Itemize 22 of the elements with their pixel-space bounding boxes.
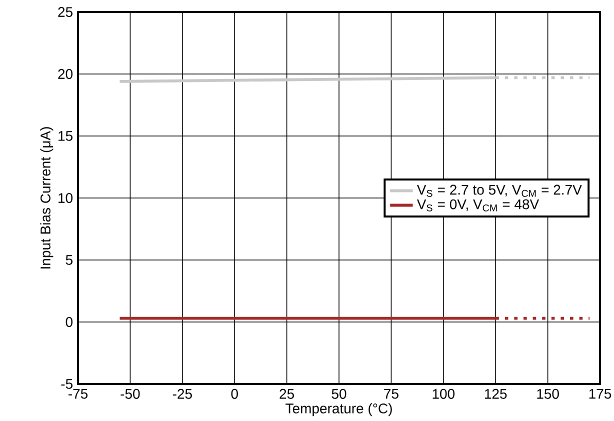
x-tick-label: 175 [589,388,612,399]
y-axis-title: Input Bias Current (μA) [40,127,54,268]
x-tick-label: -50 [120,388,140,399]
x-tick-label: -75 [68,388,88,399]
y-tick-label: 25 [58,7,72,17]
x-tick-label: 125 [484,388,507,399]
y-tick-label: 20 [58,69,73,79]
legend-label: V$_{S}$ = 2.7 to 5V, V$_{CM}$ = 2.7V [416,184,582,197]
y-tick-label: 5 [66,255,72,265]
x-tick-label: 75 [384,388,398,399]
x-tick-label: 25 [280,388,294,399]
x-tick-label: -25 [172,388,192,399]
legend-label: V$_{S}$ = 0V, V$_{CM}$ = 48V [416,199,540,212]
y-tick-label: -5 [61,379,72,389]
y-tick-label: 10 [58,193,73,203]
x-tick-label: 150 [537,388,559,399]
y-tick-label: 15 [58,131,72,141]
x-axis-title: Temperature (°C) [286,403,392,416]
x-tick-label: 0 [231,388,238,399]
x-tick-label: 50 [332,388,346,399]
x-tick-label: 100 [432,388,455,399]
y-tick-label: 0 [66,317,73,327]
